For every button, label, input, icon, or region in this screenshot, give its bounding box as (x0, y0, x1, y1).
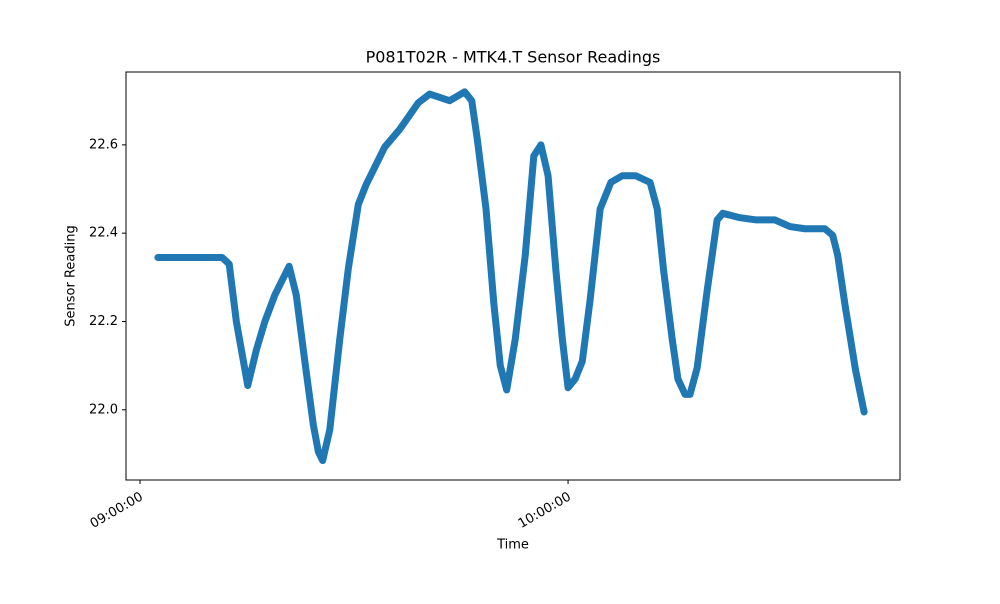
y-tick-label: 22.0 (89, 402, 118, 417)
y-tick-label: 22.6 (89, 137, 118, 152)
plot-frame (125, 71, 901, 481)
y-tick-label: 22.2 (89, 314, 118, 329)
y-tick-label: 22.4 (89, 226, 118, 241)
x-axis-label: Time (496, 538, 529, 553)
x-tick-label: 09:00:00 (88, 490, 146, 532)
chart-title: P081T02R - MTK4.T Sensor Readings (366, 48, 661, 67)
x-tick-label: 10:00:00 (516, 490, 574, 532)
y-axis-label: Sensor Reading (64, 225, 79, 326)
data-line (154, 88, 868, 465)
